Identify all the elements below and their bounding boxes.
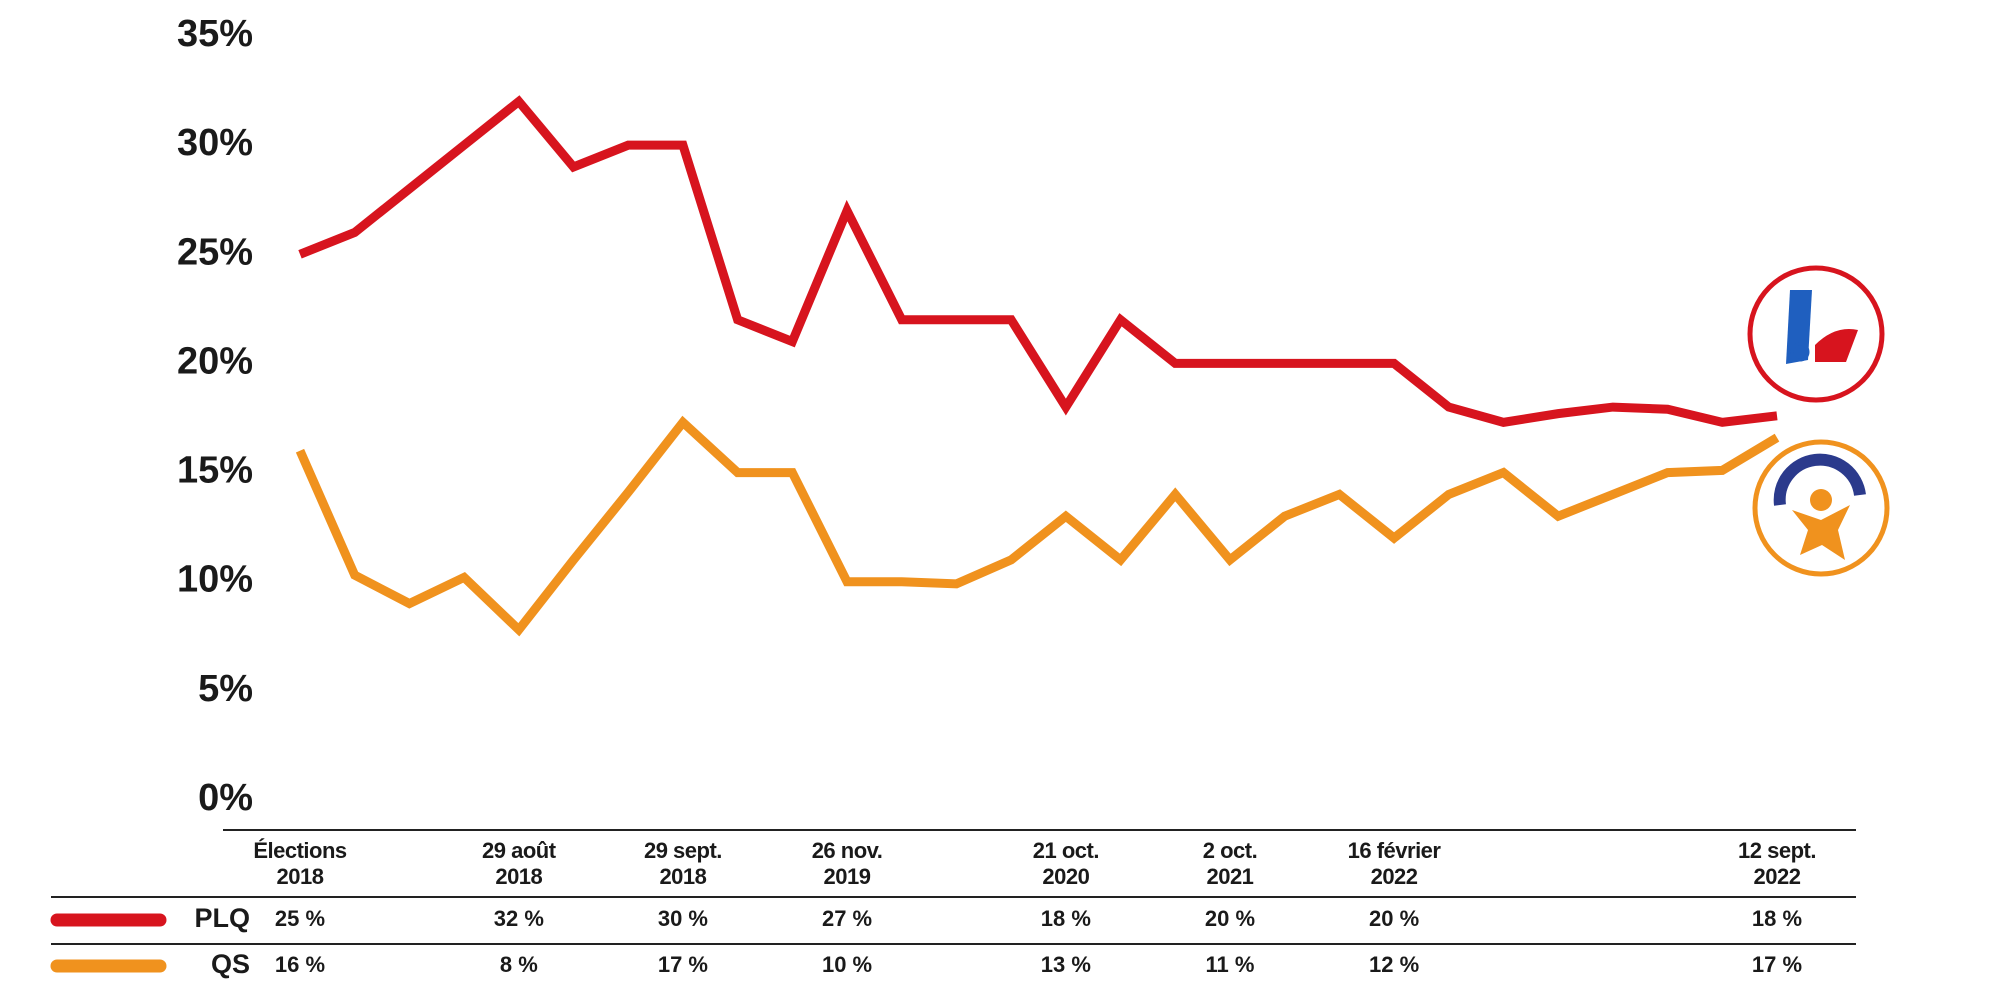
y-tick-label: 25% <box>177 231 253 273</box>
x-tick-label: 29 sept. 2018 <box>643 838 722 889</box>
value-label: 13 % <box>1041 952 1091 977</box>
y-tick-label: 30% <box>177 122 253 164</box>
x-tick-label: Élections 2018 <box>253 838 347 889</box>
value-label: 12 % <box>1369 952 1419 977</box>
value-label: 25 % <box>275 906 325 931</box>
value-label: 20 % <box>1369 906 1419 931</box>
value-label: 18 % <box>1752 906 1802 931</box>
value-label: 17 % <box>658 952 708 977</box>
legend-label: QS <box>211 949 250 979</box>
value-label: 30 % <box>658 906 708 931</box>
value-label: 8 % <box>500 952 538 977</box>
value-label: 16 % <box>275 952 325 977</box>
value-label: 11 % <box>1205 952 1254 977</box>
value-label: 32 % <box>494 906 544 931</box>
legend-label: PLQ <box>194 903 250 933</box>
line <box>295 415 1780 637</box>
y-tick-label: 0% <box>198 777 253 819</box>
plq-logo <box>1747 265 1885 403</box>
y-tick-label: 20% <box>177 340 253 382</box>
qs-logo <box>1752 439 1890 577</box>
value-label: 20 % <box>1205 906 1255 931</box>
x-tick-label: 16 février 2022 <box>1347 838 1441 889</box>
line <box>298 95 1778 427</box>
value-label: 17 % <box>1752 952 1802 977</box>
y-tick-label: 10% <box>177 559 253 601</box>
value-label: 18 % <box>1041 906 1091 931</box>
value-label: 10 % <box>822 952 872 977</box>
y-tick-label: 5% <box>198 668 253 710</box>
x-tick-label: 2 oct. 2021 <box>1202 838 1258 889</box>
x-tick-label: 21 oct. 2020 <box>1032 838 1100 889</box>
x-tick-label: 12 sept. 2022 <box>1738 838 1816 889</box>
y-tick-label: 35% <box>177 13 253 55</box>
x-tick-label: 26 nov. 2019 <box>811 838 883 889</box>
x-tick-label: 29 août 2018 <box>482 838 556 889</box>
y-tick-label: 15% <box>177 450 253 492</box>
value-label: 27 % <box>822 906 872 931</box>
